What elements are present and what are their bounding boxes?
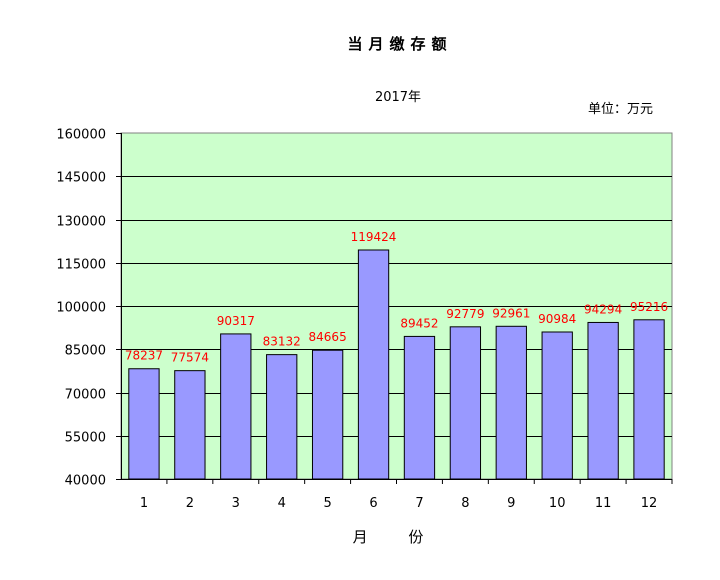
y-tick-label: 100000 [56, 301, 106, 316]
data-label: 92779 [446, 307, 484, 321]
y-tick-label: 85000 [65, 344, 106, 359]
x-tick-label: 3 [232, 496, 240, 511]
x-axis-label: 月 份 [352, 528, 442, 546]
bar [220, 333, 252, 480]
x-tick-label: 8 [461, 496, 469, 511]
y-tick-label: 55000 [65, 431, 106, 446]
data-label: 94294 [584, 302, 622, 316]
data-label: 119424 [351, 230, 397, 244]
x-tick-label: 5 [323, 496, 331, 511]
x-tick-label: 9 [507, 496, 515, 511]
bar [266, 354, 298, 480]
bar [174, 370, 206, 480]
x-tick-label: 11 [595, 496, 612, 511]
x-tick-label: 4 [278, 496, 286, 511]
x-tick-label: 1 [140, 496, 148, 511]
data-label: 90984 [538, 312, 576, 326]
x-tick-label: 6 [369, 496, 377, 511]
y-tick-label: 40000 [65, 474, 106, 489]
unit-label: 单位：万元 [588, 102, 654, 117]
bar [311, 349, 344, 480]
bar [633, 319, 665, 480]
y-tick-label: 160000 [56, 128, 106, 143]
data-label: 90317 [217, 314, 255, 328]
bar [495, 325, 527, 480]
data-label: 89452 [400, 316, 438, 330]
bar [587, 321, 619, 480]
chart-subtitle: 2017年 [374, 90, 422, 105]
data-label: 77574 [171, 351, 209, 365]
bar [541, 331, 573, 480]
y-tick-label: 130000 [56, 215, 106, 230]
data-label: 92961 [492, 306, 530, 320]
data-label: 95216 [630, 300, 668, 314]
x-tick-label: 12 [641, 496, 658, 511]
y-tick-label: 145000 [56, 171, 106, 186]
x-tick-label: 7 [415, 496, 423, 511]
y-tick-label: 70000 [65, 388, 106, 403]
y-tick-label: 115000 [56, 258, 106, 273]
bar [449, 326, 482, 480]
data-label: 83132 [263, 335, 301, 349]
x-tick-label: 2 [186, 496, 194, 511]
bar [357, 249, 390, 480]
bar [128, 368, 160, 480]
bar [403, 335, 436, 480]
data-label: 84665 [309, 330, 347, 344]
data-label: 78237 [125, 349, 163, 363]
chart-title: 当月缴存额 [347, 35, 453, 53]
x-tick-label: 10 [549, 496, 566, 511]
